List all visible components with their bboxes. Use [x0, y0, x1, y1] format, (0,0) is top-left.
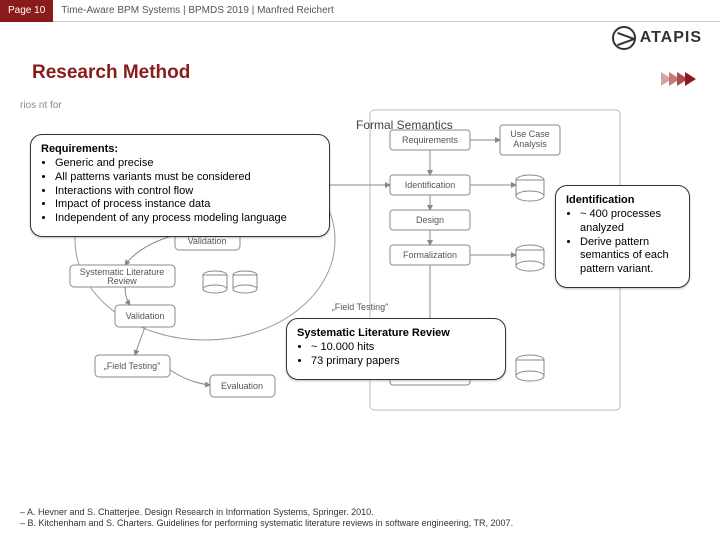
svg-text:Validation: Validation [126, 311, 165, 321]
svg-text:Validation: Validation [188, 236, 227, 246]
callout-title: Requirements: [41, 143, 319, 155]
chevron-decoration [664, 72, 696, 86]
callout-identification: Identification ~ 400 processes analyzed … [555, 185, 690, 288]
page-number-tab: Page 10 [0, 0, 53, 22]
svg-text:Requirements: Requirements [402, 135, 459, 145]
callout-item: ~ 10.000 hits [311, 341, 495, 355]
header-breadcrumb: Time-Aware BPM Systems | BPMDS 2019 | Ma… [53, 5, 334, 16]
callout-item: ~ 400 processes analyzed [580, 208, 679, 236]
callout-list: ~ 10.000 hits 73 primary papers [297, 341, 495, 369]
reference-line: – A. Hevner and S. Chatterjee. Design Re… [20, 507, 513, 517]
diagram-area: Formal Semantics Use Case Analysis Refin… [20, 100, 700, 430]
reference-line: – B. Kitchenham and S. Charters. Guideli… [20, 518, 513, 528]
callout-title: Systematic Literature Review [297, 327, 495, 339]
svg-text:„Field Testing": „Field Testing" [104, 361, 161, 371]
callout-item: All patterns variants must be considered [55, 171, 319, 185]
callout-list: Generic and precise All patterns variant… [41, 157, 319, 226]
svg-text:Use Case: Use Case [510, 129, 550, 139]
callout-requirements: Requirements: Generic and precise All pa… [30, 134, 330, 237]
logo: ATAPIS [612, 26, 702, 50]
svg-text:Review: Review [107, 276, 137, 286]
formal-semantics-label: Formal Semantics [356, 118, 453, 132]
callout-item: Interactions with control flow [55, 185, 319, 199]
callout-item: Independent of any process modeling lang… [55, 212, 319, 226]
callout-slr: Systematic Literature Review ~ 10.000 hi… [286, 318, 506, 380]
callout-item: Impact of process instance data [55, 198, 319, 212]
header-bar: Page 10 Time-Aware BPM Systems | BPMDS 2… [0, 0, 720, 22]
callout-item: 73 primary papers [311, 355, 495, 369]
svg-text:Evaluation: Evaluation [221, 381, 263, 391]
logo-icon [612, 26, 636, 50]
callout-title: Identification [566, 194, 679, 206]
callout-list: ~ 400 processes analyzed Derive pattern … [566, 208, 679, 277]
page-title: Research Method [32, 62, 190, 84]
logo-text: ATAPIS [640, 29, 702, 47]
callout-item: Derive pattern semantics of each pattern… [580, 236, 679, 277]
svg-text:„Field Testing": „Field Testing" [332, 302, 389, 312]
svg-text:Formalization: Formalization [403, 250, 457, 260]
callout-item: Generic and precise [55, 157, 319, 171]
chevron-icon [685, 72, 696, 86]
svg-text:Analysis: Analysis [513, 139, 547, 149]
svg-text:Design: Design [416, 215, 444, 225]
svg-text:Identification: Identification [405, 180, 456, 190]
references: – A. Hevner and S. Chatterjee. Design Re… [20, 506, 513, 528]
